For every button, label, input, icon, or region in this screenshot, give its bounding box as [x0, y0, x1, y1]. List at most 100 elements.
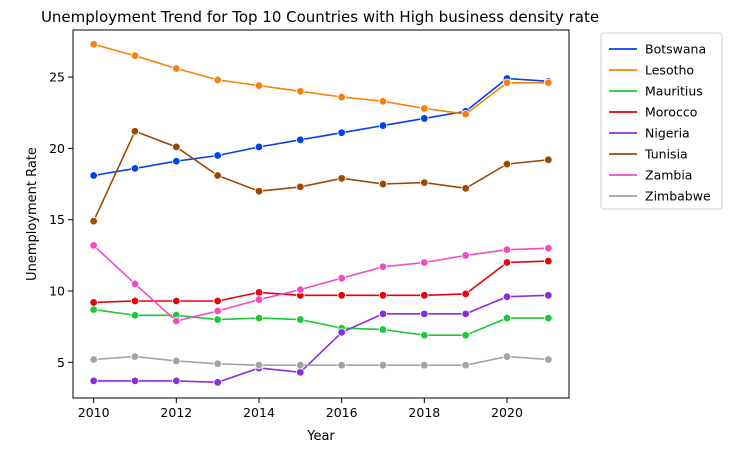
data-point-morocco [502, 258, 512, 267]
data-point-nigeria [172, 376, 181, 386]
data-point-zambia [378, 262, 388, 271]
legend-item: Tunisia [609, 147, 688, 162]
series-nigeria [89, 291, 553, 387]
data-point-morocco [337, 291, 346, 300]
data-point-morocco [213, 296, 222, 306]
data-point-zimbabwe [130, 352, 140, 361]
series-zimbabwe [89, 352, 553, 370]
data-point-botswana [378, 121, 388, 130]
x-tick-label: 2010 [78, 405, 110, 420]
x-axis: 2010 2012 2014 2016 2018 2020 [78, 398, 523, 420]
data-point-zimbabwe [254, 360, 264, 370]
data-point-lesotho [254, 81, 264, 90]
legend-item: Zambia [609, 168, 692, 183]
data-point-zimbabwe [544, 355, 553, 364]
legend-label: Mauritius [645, 84, 703, 99]
data-point-botswana [130, 164, 140, 173]
data-point-zimbabwe [172, 356, 181, 366]
y-tick-label: 5 [57, 355, 65, 370]
series-line-zimbabwe [93, 355, 549, 367]
data-point-tunisia [89, 216, 98, 226]
data-point-morocco [172, 296, 181, 306]
data-point-tunisia [420, 178, 429, 187]
data-point-tunisia [502, 159, 512, 169]
data-point-zambia [420, 258, 429, 267]
data-point-zambia [130, 279, 140, 289]
legend: Botswana Lesotho Mauritius Morocco Nigeria Tu… [600, 32, 723, 210]
data-point-botswana [213, 151, 222, 160]
data-point-zimbabwe [502, 352, 512, 361]
data-point-lesotho [337, 92, 346, 102]
data-point-lesotho [213, 75, 222, 85]
series-tunisia [89, 127, 553, 226]
data-point-nigeria [502, 292, 512, 301]
data-point-nigeria [130, 376, 140, 386]
series-lesotho [89, 40, 553, 119]
y-axis: 5 10 15 20 25 [49, 70, 73, 370]
data-point-mauritius [296, 315, 305, 324]
data-point-nigeria [213, 378, 222, 387]
data-point-zambia [502, 245, 512, 254]
legend-label: Nigeria [645, 126, 690, 141]
series-line-tunisia [92, 130, 549, 222]
data-point-lesotho [420, 104, 429, 113]
legend-label: Zambia [645, 168, 692, 183]
data-point-mauritius [420, 331, 429, 340]
legend-item: Lesotho [609, 63, 694, 78]
data-point-lesotho [296, 87, 305, 96]
data-point-botswana [254, 142, 264, 152]
data-point-nigeria [89, 376, 98, 386]
data-point-lesotho [378, 97, 388, 106]
data-point-zimbabwe [378, 360, 388, 370]
data-point-botswana [420, 114, 429, 123]
legend-item: Zimbabwe [609, 189, 711, 204]
data-point-nigeria [544, 291, 553, 300]
data-point-mauritius [461, 331, 470, 340]
y-tick-label: 15 [49, 212, 65, 227]
plot-area-frame [72, 29, 570, 399]
data-point-zambia [337, 273, 346, 283]
x-tick-label: 2014 [243, 405, 275, 420]
y-tick-label: 10 [49, 284, 65, 299]
series-botswana [89, 74, 553, 180]
data-point-zimbabwe [296, 360, 305, 370]
data-point-morocco [378, 291, 388, 300]
series-morocco [89, 256, 553, 307]
series-line-botswana [93, 77, 549, 177]
legend-label: Morocco [645, 105, 697, 120]
series-line-mauritius [93, 308, 549, 337]
legend-label: Lesotho [645, 63, 694, 78]
data-point-nigeria [420, 309, 429, 319]
x-axis-label: Year [306, 429, 335, 444]
legend-item: Nigeria [609, 126, 690, 141]
data-point-zambia [461, 251, 470, 260]
series-line-nigeria [93, 294, 549, 384]
data-point-tunisia [172, 142, 181, 152]
data-point-mauritius [89, 305, 98, 314]
data-point-zimbabwe [420, 360, 429, 370]
data-point-botswana [172, 157, 181, 166]
data-point-tunisia [337, 174, 346, 183]
data-point-tunisia [544, 155, 553, 164]
data-point-mauritius [378, 325, 388, 334]
series-zambia [89, 241, 553, 326]
series-mauritius [89, 305, 553, 340]
data-point-zambia [213, 306, 222, 316]
data-point-mauritius [502, 313, 512, 323]
data-point-zambia [296, 285, 305, 294]
x-tick-label: 2012 [160, 405, 192, 420]
data-point-zimbabwe [461, 360, 470, 370]
series-line-lesotho [93, 43, 549, 116]
data-point-lesotho [502, 78, 512, 87]
data-point-botswana [89, 171, 98, 180]
data-point-nigeria [337, 328, 346, 337]
chart-title: Unemployment Trend for Top 10 Countries … [41, 8, 599, 26]
data-point-lesotho [172, 64, 181, 73]
data-point-zambia [89, 241, 98, 250]
data-point-zambia [254, 295, 264, 304]
x-tick-label: 2018 [408, 405, 440, 420]
data-point-tunisia [378, 179, 388, 189]
legend-label: Tunisia [644, 147, 688, 162]
